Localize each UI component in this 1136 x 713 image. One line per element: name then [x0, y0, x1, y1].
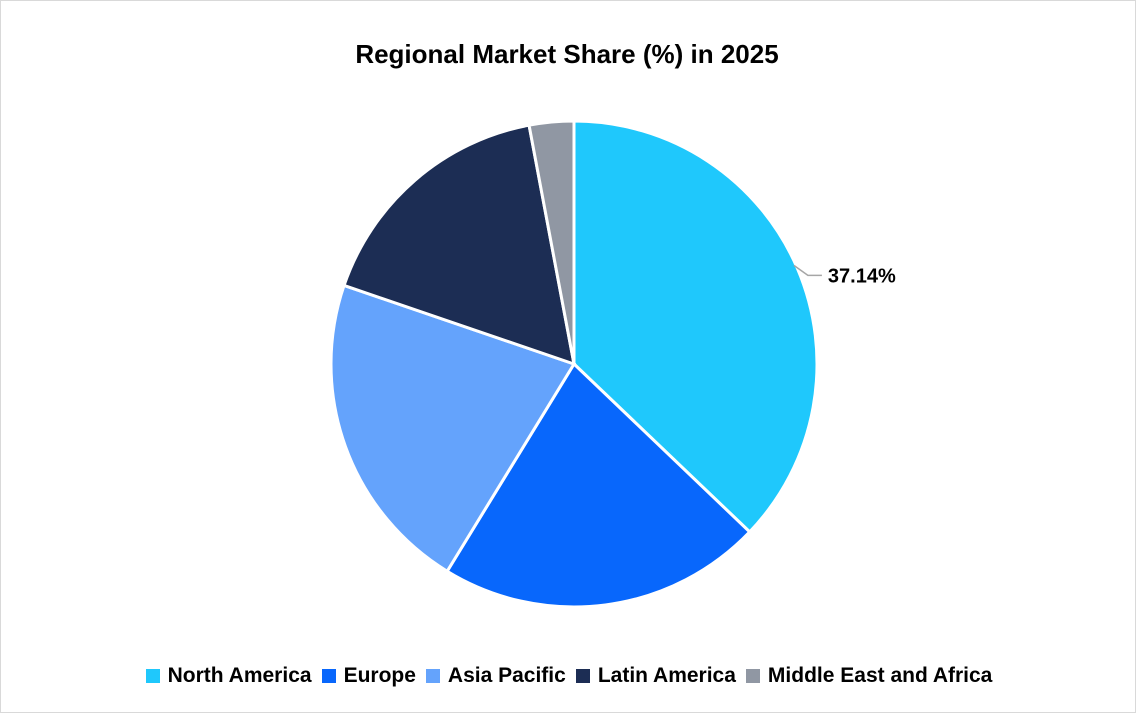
legend-item-latin-america[interactable]: Latin America: [575, 664, 736, 688]
pie-slice-europe[interactable]: [445, 361, 752, 609]
legend-item-north-america[interactable]: North America: [145, 664, 312, 688]
legend-item-europe[interactable]: Europe: [321, 664, 416, 688]
data-label-north-america: 37.14%: [828, 265, 896, 287]
legend-label: Latin America: [597, 664, 736, 687]
legend-swatch-icon: [745, 669, 760, 683]
legend-item-asia-pacific[interactable]: Asia Pacific: [425, 664, 566, 688]
pie-slice-latin-america[interactable]: [342, 123, 576, 367]
legend-label: Asia Pacific: [447, 664, 566, 687]
legend-swatch-icon: [425, 669, 440, 683]
legend-label: Europe: [343, 664, 416, 687]
pie-slice-middle-east-and-africa[interactable]: [527, 119, 576, 365]
pie-slice-asia-pacific[interactable]: [329, 283, 577, 574]
pie-slices: [329, 119, 819, 609]
chart-legend: North America Europe Asia Pacific Latin …: [1, 664, 1135, 688]
legend-swatch-icon: [575, 669, 590, 683]
data-label-leader-line: [793, 264, 822, 277]
legend-label: North America: [167, 664, 312, 687]
legend-item-middle-east-africa[interactable]: Middle East and Africa: [745, 664, 993, 688]
legend-label: Middle East and Africa: [767, 664, 993, 687]
legend-swatch-icon: [145, 669, 160, 683]
chart-title: Regional Market Share (%) in 2025: [355, 39, 779, 69]
legend-swatch-icon: [321, 669, 336, 683]
